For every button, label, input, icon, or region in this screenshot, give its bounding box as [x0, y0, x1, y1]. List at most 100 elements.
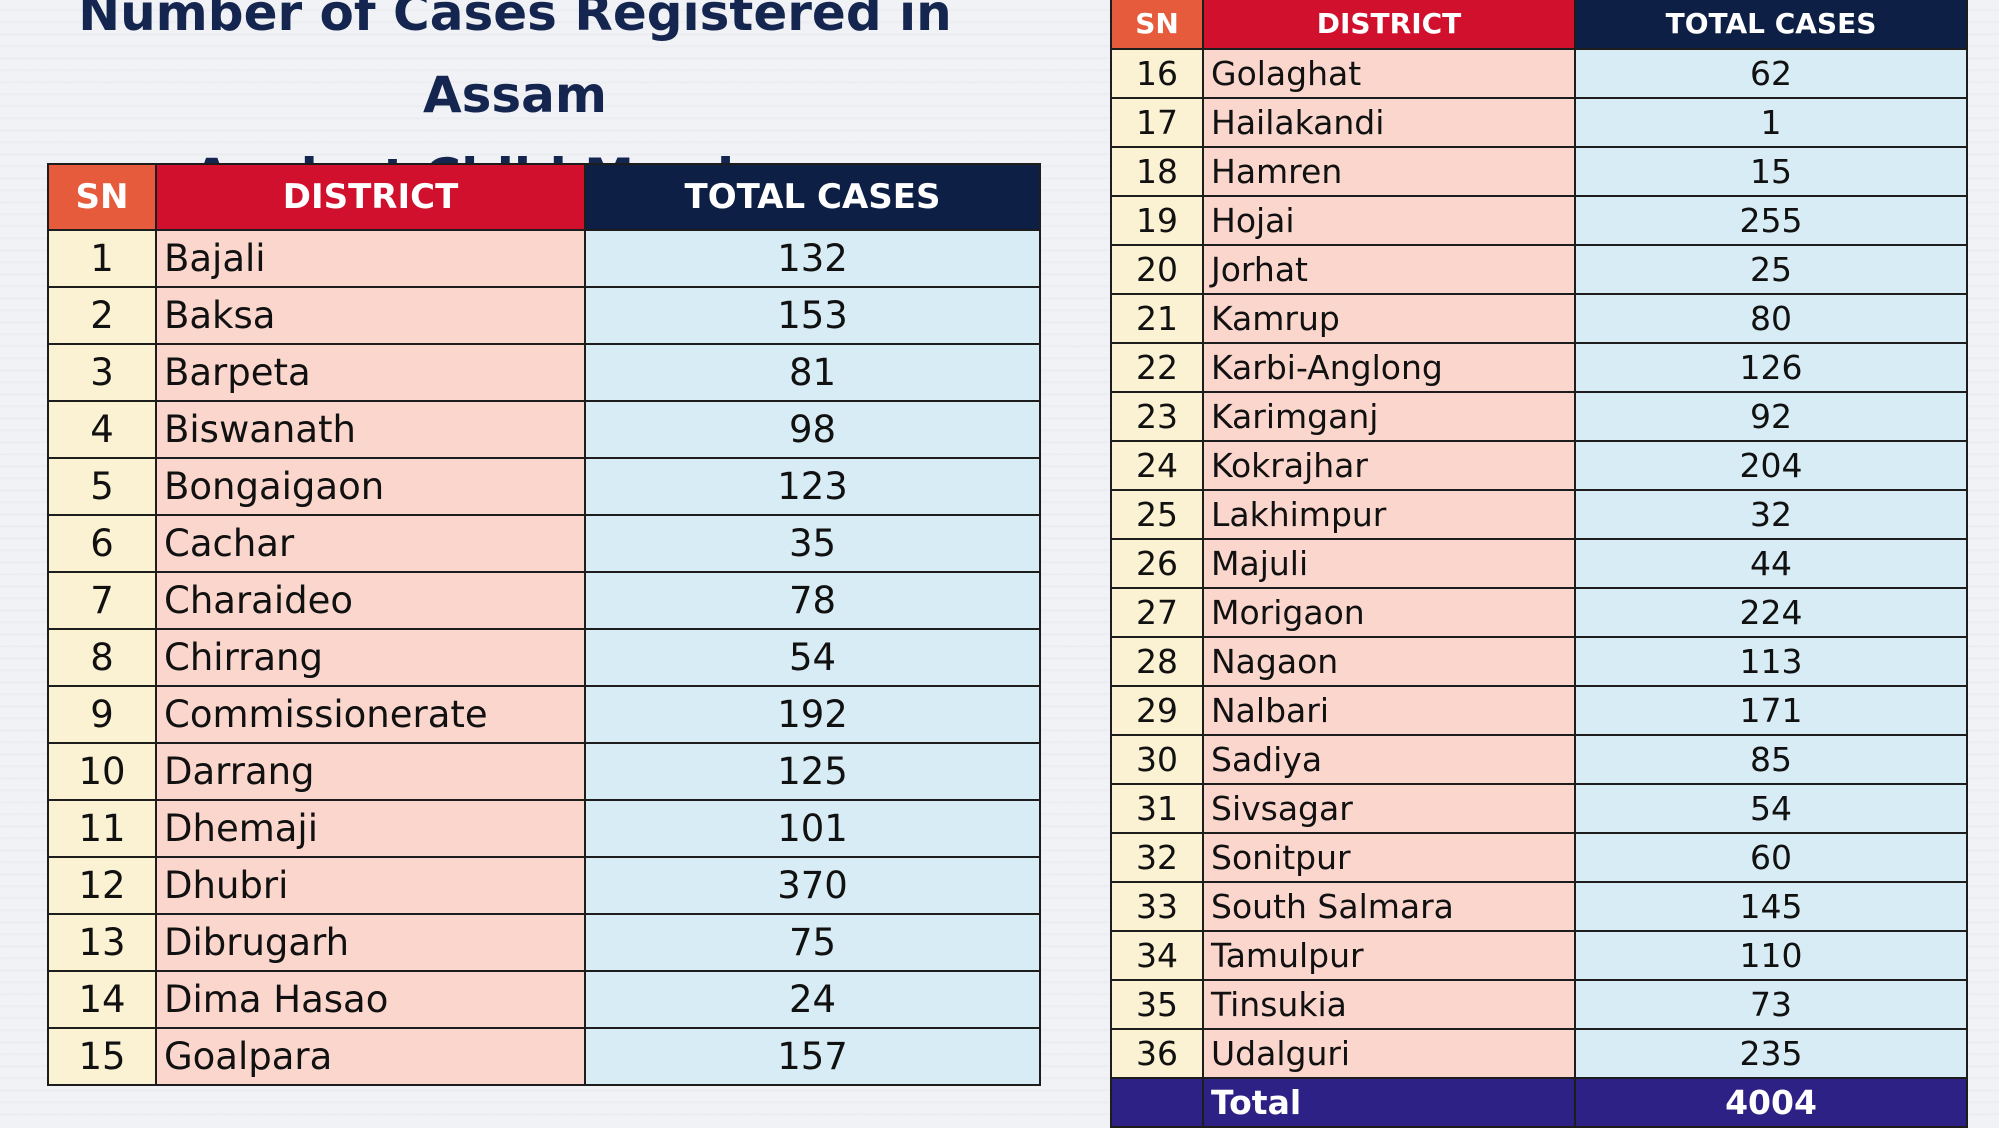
table-row: 11 Dhemaji 101: [47, 799, 1041, 858]
cell-district: Hailakandi: [1202, 97, 1576, 148]
cell-district: Dibrugarh: [155, 913, 586, 972]
cell-district: Morigaon: [1202, 587, 1576, 638]
cell-sn: 2: [47, 286, 157, 345]
table-header-row: SN DISTRICT TOTAL CASES: [1110, 0, 1968, 50]
cell-sn: 21: [1110, 293, 1204, 344]
cell-sn: 4: [47, 400, 157, 459]
cell-total-cases: 370: [584, 856, 1041, 915]
header-sn: SN: [1110, 0, 1204, 50]
total-row: Total 4004: [1110, 1077, 1968, 1128]
cell-total-cases: 98: [584, 400, 1041, 459]
cell-district: Karbi-Anglong: [1202, 342, 1576, 393]
cell-total-cases: 110: [1574, 930, 1968, 981]
cell-district: Sivsagar: [1202, 783, 1576, 834]
header-total-cases: TOTAL CASES: [584, 163, 1041, 231]
table-row: 27 Morigaon 224: [1110, 587, 1968, 638]
cell-total-cases: 113: [1574, 636, 1968, 687]
cell-district: Karimganj: [1202, 391, 1576, 442]
cell-total-cases: 235: [1574, 1028, 1968, 1079]
table-row: 23 Karimganj 92: [1110, 391, 1968, 442]
table-row: 7 Charaideo 78: [47, 571, 1041, 630]
header-total-cases: TOTAL CASES: [1574, 0, 1968, 50]
cell-total-cases: 192: [584, 685, 1041, 744]
table-row: 13 Dibrugarh 75: [47, 913, 1041, 972]
table-row: 14 Dima Hasao 24: [47, 970, 1041, 1029]
cell-total-cases: 62: [1574, 48, 1968, 99]
table-row: 24 Kokrajhar 204: [1110, 440, 1968, 491]
cell-district: Lakhimpur: [1202, 489, 1576, 540]
cell-district: Baksa: [155, 286, 586, 345]
cell-sn: 23: [1110, 391, 1204, 442]
cell-sn: 9: [47, 685, 157, 744]
cell-district: Biswanath: [155, 400, 586, 459]
cell-district: Bajali: [155, 229, 586, 288]
cell-total-cases: 1: [1574, 97, 1968, 148]
cell-total-cases: 255: [1574, 195, 1968, 246]
cell-district: Nagaon: [1202, 636, 1576, 687]
cell-total-cases: 145: [1574, 881, 1968, 932]
cell-district: Hojai: [1202, 195, 1576, 246]
cell-total-cases: 81: [584, 343, 1041, 402]
title-line-1: Number of Cases Registered in Assam: [78, 0, 952, 124]
header-district: DISTRICT: [155, 163, 586, 231]
table-row: 26 Majuli 44: [1110, 538, 1968, 589]
table-row: 30 Sadiya 85: [1110, 734, 1968, 785]
cell-district: Bongaigaon: [155, 457, 586, 516]
cell-district: Darrang: [155, 742, 586, 801]
cell-district: Dima Hasao: [155, 970, 586, 1029]
cell-district: Majuli: [1202, 538, 1576, 589]
cell-total-cases: 80: [1574, 293, 1968, 344]
cell-sn: 1: [47, 229, 157, 288]
cell-district: Sonitpur: [1202, 832, 1576, 883]
table-row: 1 Bajali 132: [47, 229, 1041, 288]
cell-total-cases: 54: [1574, 783, 1968, 834]
cell-total-cases: 75: [584, 913, 1041, 972]
cell-sn: 17: [1110, 97, 1204, 148]
cell-total-cases: 204: [1574, 440, 1968, 491]
cell-sn: 27: [1110, 587, 1204, 638]
table-row: 22 Karbi-Anglong 126: [1110, 342, 1968, 393]
cell-sn: 26: [1110, 538, 1204, 589]
cell-sn: 15: [47, 1027, 157, 1086]
table-header-row: SN DISTRICT TOTAL CASES: [47, 163, 1041, 231]
cell-sn: 18: [1110, 146, 1204, 197]
total-label: Total: [1202, 1077, 1576, 1128]
table-row: 9 Commissionerate 192: [47, 685, 1041, 744]
cell-sn: 22: [1110, 342, 1204, 393]
table-row: 15 Goalpara 157: [47, 1027, 1041, 1086]
table-row: 33 South Salmara 145: [1110, 881, 1968, 932]
cell-district: Kokrajhar: [1202, 440, 1576, 491]
cell-district: Hamren: [1202, 146, 1576, 197]
table-row: 16 Golaghat 62: [1110, 48, 1968, 99]
cell-sn: 30: [1110, 734, 1204, 785]
cell-sn: 14: [47, 970, 157, 1029]
cell-district: Golaghat: [1202, 48, 1576, 99]
cell-total-cases: 85: [1574, 734, 1968, 785]
table-row: 34 Tamulpur 110: [1110, 930, 1968, 981]
cell-total-cases: 153: [584, 286, 1041, 345]
table-row: 35 Tinsukia 73: [1110, 979, 1968, 1030]
cell-district: South Salmara: [1202, 881, 1576, 932]
cell-district: Charaideo: [155, 571, 586, 630]
table-row: 6 Cachar 35: [47, 514, 1041, 573]
cell-total-cases: 44: [1574, 538, 1968, 589]
table-row: 10 Darrang 125: [47, 742, 1041, 801]
table-row: 29 Nalbari 171: [1110, 685, 1968, 736]
table-row: 4 Biswanath 98: [47, 400, 1041, 459]
cell-sn: 11: [47, 799, 157, 858]
cell-sn: 8: [47, 628, 157, 687]
cell-district: Jorhat: [1202, 244, 1576, 295]
cell-sn: 10: [47, 742, 157, 801]
total-row-sn: [1110, 1077, 1204, 1128]
cell-total-cases: 32: [1574, 489, 1968, 540]
cell-district: Goalpara: [155, 1027, 586, 1086]
table-row: 28 Nagaon 113: [1110, 636, 1968, 687]
table-row: 5 Bongaigaon 123: [47, 457, 1041, 516]
cell-total-cases: 78: [584, 571, 1041, 630]
cell-sn: 32: [1110, 832, 1204, 883]
cases-table-left: SN DISTRICT TOTAL CASES 1 Bajali 132 2 Baksa…: [47, 163, 1041, 1086]
cell-district: Udalguri: [1202, 1028, 1576, 1079]
cell-sn: 29: [1110, 685, 1204, 736]
cell-total-cases: 24: [584, 970, 1041, 1029]
cell-sn: 6: [47, 514, 157, 573]
